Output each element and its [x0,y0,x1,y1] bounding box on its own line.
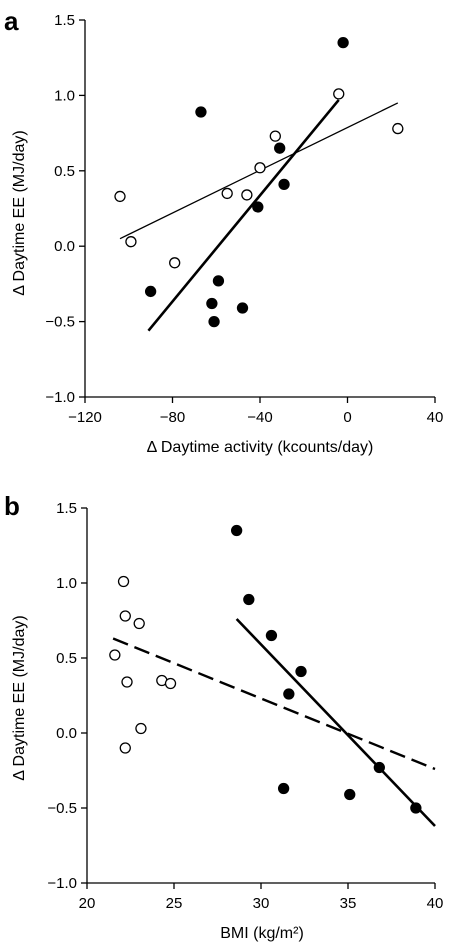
panel-b-y-tick-label: 0.0 [56,725,77,742]
panel-a-filled-point [206,297,218,310]
panel-a-thick-fit-line [147,99,340,332]
panel-b-x-tick-label: 40 [427,895,444,912]
panel-a-open-point [241,189,253,201]
panel-b-label: b [4,491,20,521]
panel-a-y-tick-label: 0.5 [54,163,75,180]
panel-b-filled-point [230,524,243,537]
panel-b-filled-point [295,665,307,678]
panel-a-label: a [4,6,19,36]
panel-b-open-point [119,742,131,754]
panel-b-open-point [133,617,145,630]
panel-a-x-tick-label: −120 [68,409,102,426]
panel-b-x-tick-label: 35 [340,895,357,912]
panel-b-open-point [121,676,133,688]
panel-b-thick-fit-line [235,618,436,827]
panel-a: a −120 −80 −40 0 40 −1.0 −0.5 0.0 0.5 1.0 1.5 Δ D… [4,6,443,456]
panel-b-x-tick-label: 20 [79,895,96,912]
panel-a-open-point [269,130,281,142]
panel-a-x-tick-label: −80 [160,409,185,426]
panel-b-y-tick-label: 0.5 [56,650,77,667]
panel-b-open-point [109,649,121,661]
panel-a-y-tick-label: 1.0 [54,87,75,104]
panel-a-x-tick-label: 40 [427,409,444,426]
panel-b-y-tick-label: 1.5 [56,500,77,517]
panel-a-filled-point [212,275,225,287]
panel-a-y-ticks: −1.0 −0.5 0.0 0.5 1.0 1.5 [45,12,85,406]
panel-a-filled-point [195,106,207,118]
panel-b-y-tick-label: 1.0 [56,575,77,592]
panel-a-filled-point [144,285,157,298]
panel-b-filled-point [243,593,255,606]
panel-a-x-tick-label: −40 [247,409,272,426]
panel-a-fit-lines [119,99,399,332]
panel-a-open-point [125,236,137,248]
panel-b-filled-point [344,788,356,801]
panel-b-filled-point [277,782,290,795]
panel-b-x-ticks: 20 25 30 35 40 [79,883,444,912]
panel-b-dashed-fit-line [112,637,436,771]
panel-b-filled-point [410,802,422,814]
panel-a-x-axis-title: Δ Daytime activity (kcounts/day) [147,439,374,456]
panel-b-open-point [119,610,131,622]
panel-b-x-axis-title: BMI (kg/m²) [220,925,304,942]
panel-b: b 20 25 30 35 40 −1.0 −0.5 0.0 0.5 1.0 1.5 BMI (k… [4,491,443,942]
panel-b-open-point [117,575,130,588]
panel-a-points [114,36,404,328]
panel-a-filled-point [274,142,286,154]
panel-a-x-tick-label: 0 [343,409,351,426]
panel-b-open-point [135,722,147,735]
panel-a-open-point [392,122,404,135]
panel-a-open-point [254,162,266,174]
panel-a-y-tick-label: −0.5 [45,314,75,331]
panel-b-open-point [164,677,177,690]
panel-a-filled-point [236,302,249,314]
panel-b-filled-point [265,629,278,642]
panel-a-y-tick-label: 1.5 [54,12,75,29]
panel-b-y-ticks: −1.0 −0.5 0.0 0.5 1.0 1.5 [47,500,87,892]
panel-a-filled-point [252,201,264,213]
panel-a-x-ticks: −120 −80 −40 0 40 [68,397,443,426]
panel-b-y-axis-title: Δ Daytime EE (MJ/day) [11,615,28,780]
panel-a-open-point [333,88,345,100]
panel-a-filled-point [278,178,290,191]
panel-b-filled-point [283,688,295,700]
panel-b-x-tick-label: 25 [166,895,183,912]
panel-a-open-point [169,257,181,269]
panel-b-filled-point [373,761,385,774]
panel-a-open-point [114,190,126,203]
panel-b-points [109,524,422,814]
panel-b-y-tick-label: −0.5 [47,800,77,817]
panel-a-open-point [221,187,233,200]
panel-a-filled-point [337,36,349,49]
panel-a-filled-point [208,315,220,328]
panel-b-fit-lines [112,618,436,827]
panel-a-y-tick-label: −1.0 [45,389,75,406]
panel-b-x-tick-label: 30 [253,895,270,912]
panel-b-y-tick-label: −1.0 [47,875,77,892]
panel-a-y-axis-title: Δ Daytime EE (MJ/day) [11,130,28,295]
panel-a-y-tick-label: 0.0 [54,238,75,255]
